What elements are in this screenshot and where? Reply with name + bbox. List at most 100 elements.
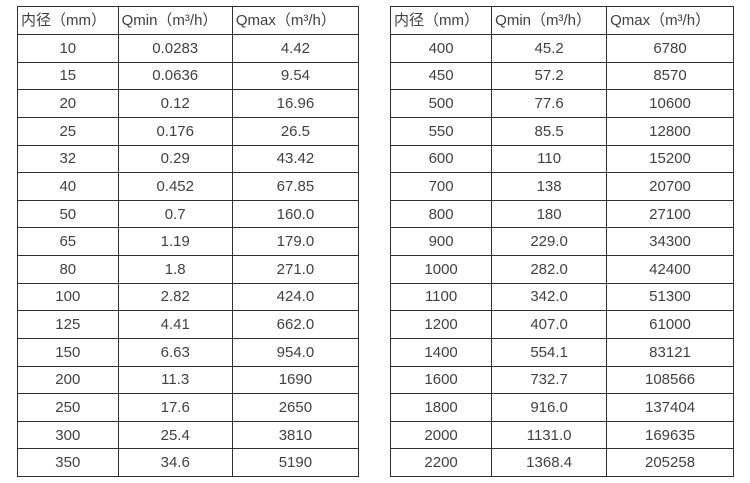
table-cell: 57.2 bbox=[491, 61, 608, 91]
table-cell: 200 bbox=[17, 365, 119, 395]
table-row: 500 77.6 10600 bbox=[389, 89, 734, 118]
table-cell: 424.0 bbox=[231, 282, 360, 312]
table-row: 400 45.2 6780 bbox=[389, 34, 734, 63]
table-cell: 1.19 bbox=[117, 227, 233, 256]
table-cell: 10 bbox=[17, 34, 119, 63]
table-cell: 342.0 bbox=[491, 282, 608, 312]
table-cell: 1.8 bbox=[117, 255, 233, 284]
table-cell: 4.41 bbox=[117, 310, 233, 339]
table-cell: 12800 bbox=[606, 116, 734, 146]
table-cell: 0.7 bbox=[117, 199, 233, 229]
table-row: 15 0.0636 9.54 bbox=[17, 61, 360, 91]
table-row: 20 0.12 16.96 bbox=[17, 89, 360, 118]
table-cell: 83121 bbox=[606, 337, 734, 367]
table-cell: 77.6 bbox=[491, 89, 608, 118]
column-header-qmax: Qmax（m³/h） bbox=[606, 6, 734, 35]
table-cell: 150 bbox=[17, 337, 119, 367]
table-cell: 15 bbox=[17, 61, 119, 91]
table-cell: 137404 bbox=[606, 393, 734, 422]
table-cell: 1000 bbox=[389, 255, 493, 284]
table-cell: 20700 bbox=[606, 172, 734, 201]
table-cell: 3810 bbox=[231, 420, 360, 450]
table-cell: 2.82 bbox=[117, 282, 233, 312]
table-cell: 500 bbox=[389, 89, 493, 118]
table-cell: 2650 bbox=[231, 393, 360, 422]
table-cell: 4.42 bbox=[231, 34, 360, 63]
table-row: 2000 1131.0 169635 bbox=[389, 420, 734, 450]
table-cell: 169635 bbox=[606, 420, 734, 450]
table-cell: 1200 bbox=[389, 310, 493, 339]
table-row: 900 229.0 34300 bbox=[389, 227, 734, 256]
table-cell: 300 bbox=[17, 420, 119, 450]
table-row: 300 25.4 3810 bbox=[17, 420, 360, 450]
table-cell: 5190 bbox=[231, 448, 360, 477]
table-row: 550 85.5 12800 bbox=[389, 116, 734, 146]
table-cell: 160.0 bbox=[231, 199, 360, 229]
table-cell: 26.5 bbox=[231, 116, 360, 146]
table-cell: 10600 bbox=[606, 89, 734, 118]
table-cell: 51300 bbox=[606, 282, 734, 312]
table-cell: 9.54 bbox=[231, 61, 360, 91]
table-cell: 110 bbox=[491, 144, 608, 174]
table-cell: 43.42 bbox=[231, 144, 360, 174]
table-cell: 50 bbox=[17, 199, 119, 229]
table-cell: 85.5 bbox=[491, 116, 608, 146]
table-row: 65 1.19 179.0 bbox=[17, 227, 360, 256]
table-cell: 125 bbox=[17, 310, 119, 339]
table-cell: 0.452 bbox=[117, 172, 233, 201]
table-cell: 1400 bbox=[389, 337, 493, 367]
table-cell: 17.6 bbox=[117, 393, 233, 422]
table-cell: 61000 bbox=[606, 310, 734, 339]
table-cell: 954.0 bbox=[231, 337, 360, 367]
table-header-row: 内径（mm） Qmin（m³/h） Qmax（m³/h） bbox=[389, 6, 734, 35]
table-row: 1600 732.7 108566 bbox=[389, 365, 734, 395]
table-cell: 108566 bbox=[606, 365, 734, 395]
table-row: 25 0.176 26.5 bbox=[17, 116, 360, 146]
table-cell: 1131.0 bbox=[491, 420, 608, 450]
table-cell: 6.63 bbox=[117, 337, 233, 367]
table-row: 1400 554.1 83121 bbox=[389, 337, 734, 367]
table-cell: 179.0 bbox=[231, 227, 360, 256]
table-row: 350 34.6 5190 bbox=[17, 448, 360, 477]
table-cell: 16.96 bbox=[231, 89, 360, 118]
table-row: 150 6.63 954.0 bbox=[17, 337, 360, 367]
table-row: 1100 342.0 51300 bbox=[389, 282, 734, 312]
table-cell: 1600 bbox=[389, 365, 493, 395]
column-header-qmax: Qmax（m³/h） bbox=[231, 6, 360, 35]
table-cell: 250 bbox=[17, 393, 119, 422]
table-cell: 900 bbox=[389, 227, 493, 256]
table-cell: 11.3 bbox=[117, 365, 233, 395]
column-header-inner-diameter: 内径（mm） bbox=[17, 6, 119, 35]
table-cell: 1100 bbox=[389, 282, 493, 312]
table-row: 50 0.7 160.0 bbox=[17, 199, 360, 229]
table-cell: 350 bbox=[17, 448, 119, 477]
table-cell: 0.176 bbox=[117, 116, 233, 146]
table-header-row: 内径（mm） Qmin（m³/h） Qmax（m³/h） bbox=[17, 6, 360, 35]
table-row: 100 2.82 424.0 bbox=[17, 282, 360, 312]
table-cell: 27100 bbox=[606, 199, 734, 229]
table-cell: 400 bbox=[389, 34, 493, 63]
table-cell: 2000 bbox=[389, 420, 493, 450]
column-header-inner-diameter: 内径（mm） bbox=[389, 6, 493, 35]
table-cell: 407.0 bbox=[491, 310, 608, 339]
table-cell: 34300 bbox=[606, 227, 734, 256]
table-cell: 0.12 bbox=[117, 89, 233, 118]
table-cell: 916.0 bbox=[491, 393, 608, 422]
table-row: 450 57.2 8570 bbox=[389, 61, 734, 91]
table-row: 1800 916.0 137404 bbox=[389, 393, 734, 422]
table-cell: 1368.4 bbox=[491, 448, 608, 477]
table-cell: 100 bbox=[17, 282, 119, 312]
table-cell: 1800 bbox=[389, 393, 493, 422]
table-row: 800 180 27100 bbox=[389, 199, 734, 229]
table-cell: 45.2 bbox=[491, 34, 608, 63]
flow-range-table-small-diameters: 内径（mm） Qmin（m³/h） Qmax（m³/h） 10 0.0283 4.4… bbox=[17, 6, 360, 477]
table-cell: 800 bbox=[389, 199, 493, 229]
table-cell: 20 bbox=[17, 89, 119, 118]
table-cell: 34.6 bbox=[117, 448, 233, 477]
table-cell: 0.0283 bbox=[117, 34, 233, 63]
table-cell: 8570 bbox=[606, 61, 734, 91]
table-cell: 80 bbox=[17, 255, 119, 284]
table-row: 250 17.6 2650 bbox=[17, 393, 360, 422]
table-cell: 6780 bbox=[606, 34, 734, 63]
